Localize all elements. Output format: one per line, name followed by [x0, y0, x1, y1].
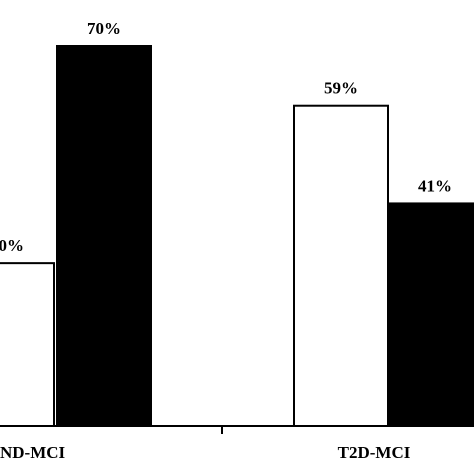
data-label-group: 30% 59% 70% 41% — [0, 19, 452, 255]
bar — [293, 104, 389, 427]
bar — [56, 45, 152, 427]
bar — [387, 202, 474, 427]
data-label: 59% — [324, 79, 358, 98]
bar — [0, 262, 55, 427]
bar-group — [0, 45, 474, 427]
data-label: 70% — [87, 19, 121, 38]
category-label: ND-MCI — [0, 443, 66, 462]
category-label: T2D-MCI — [338, 443, 411, 462]
data-label: 30% — [0, 236, 24, 255]
data-label: 41% — [418, 176, 452, 195]
